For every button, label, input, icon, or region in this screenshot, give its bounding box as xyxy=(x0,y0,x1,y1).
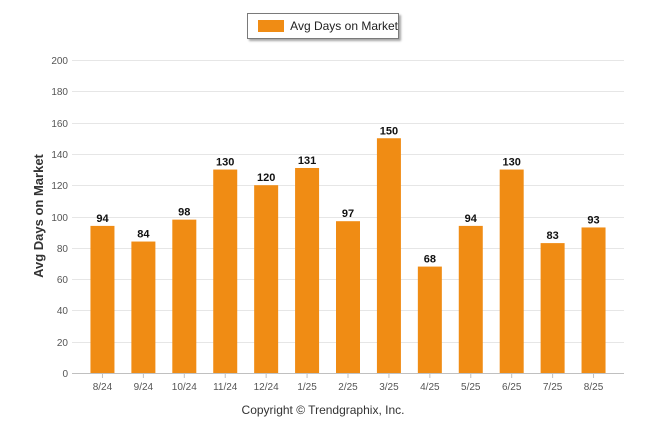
bar-8-25[interactable] xyxy=(581,227,606,373)
y-tick-label: 140 xyxy=(51,150,68,161)
x-tick-label: 2/25 xyxy=(338,382,358,393)
bar-value-label: 93 xyxy=(587,214,599,226)
bar-chart: 0 20 40 60 80 100 120 140 160 180 200 Avg Days on … xyxy=(31,56,624,393)
bar-value-label: 94 xyxy=(465,213,478,225)
bar-11-24[interactable] xyxy=(213,169,238,373)
x-tick-label: 3/25 xyxy=(379,382,399,393)
bar-value-label: 131 xyxy=(298,155,316,167)
y-tick-label: 60 xyxy=(57,275,69,286)
y-tick-label: 40 xyxy=(57,306,69,317)
y-tick-label: 80 xyxy=(57,244,69,255)
bar-value-label: 98 xyxy=(178,207,190,219)
bar-5-25[interactable] xyxy=(458,225,483,373)
bars: 94 84 98 130 120 131 97 150 68 94 130 83 93 xyxy=(90,125,606,373)
x-tick-label: 8/24 xyxy=(93,382,113,393)
bar-value-label: 130 xyxy=(503,157,521,169)
bar-9-24[interactable] xyxy=(131,241,156,373)
bar-2-25[interactable] xyxy=(336,221,360,373)
y-tick-label: 0 xyxy=(62,369,68,380)
x-tick-label: 11/24 xyxy=(213,382,238,393)
y-axis-label: Avg Days on Market xyxy=(31,153,46,277)
y-axis-ticks: 0 20 40 60 80 100 120 140 160 180 200 xyxy=(51,56,68,380)
x-tick-label: 1/25 xyxy=(297,382,317,393)
x-axis-ticks: 8/24 9/24 10/24 11/24 12/24 1/25 2/25 3/25 4/25 5… xyxy=(93,373,604,393)
y-tick-label: 100 xyxy=(51,213,68,224)
bar-4-25[interactable] xyxy=(417,266,442,373)
x-tick-label: 5/25 xyxy=(461,382,481,393)
y-tick-label: 160 xyxy=(51,119,68,130)
bar-3-25[interactable] xyxy=(376,138,401,373)
y-tick-label: 120 xyxy=(51,181,68,192)
bar-value-label: 83 xyxy=(546,230,558,242)
y-tick-label: 200 xyxy=(51,56,68,67)
bar-7-25[interactable] xyxy=(540,243,565,373)
y-tick-label: 180 xyxy=(51,87,68,98)
bar-value-label: 130 xyxy=(216,157,234,169)
bar-8-24[interactable] xyxy=(90,225,115,373)
x-tick-label: 10/24 xyxy=(172,382,197,393)
x-tick-label: 12/24 xyxy=(254,382,279,393)
x-tick-label: 6/25 xyxy=(502,382,522,393)
legend-swatch xyxy=(258,20,285,32)
x-tick-label: 9/24 xyxy=(134,382,154,393)
bar-10-24[interactable] xyxy=(172,219,197,373)
bar-value-label: 120 xyxy=(257,172,275,184)
bar-6-25[interactable] xyxy=(499,169,524,373)
bar-1-25[interactable] xyxy=(295,167,320,373)
bar-value-label: 150 xyxy=(380,125,398,137)
chart-legend: Avg Days on Market xyxy=(247,13,399,39)
x-tick-label: 4/25 xyxy=(420,382,440,393)
bar-12-24[interactable] xyxy=(254,185,279,373)
x-tick-label: 7/25 xyxy=(543,382,563,393)
bar-value-label: 68 xyxy=(424,254,436,266)
y-tick-label: 20 xyxy=(57,338,69,349)
bar-value-label: 94 xyxy=(96,213,109,225)
copyright-text: Copyright © Trendgraphix, Inc. xyxy=(241,403,405,417)
x-tick-label: 8/25 xyxy=(584,382,604,393)
legend-label: Avg Days on Market xyxy=(290,19,398,33)
bar-value-label: 97 xyxy=(342,208,354,220)
bar-value-label: 84 xyxy=(137,229,150,241)
